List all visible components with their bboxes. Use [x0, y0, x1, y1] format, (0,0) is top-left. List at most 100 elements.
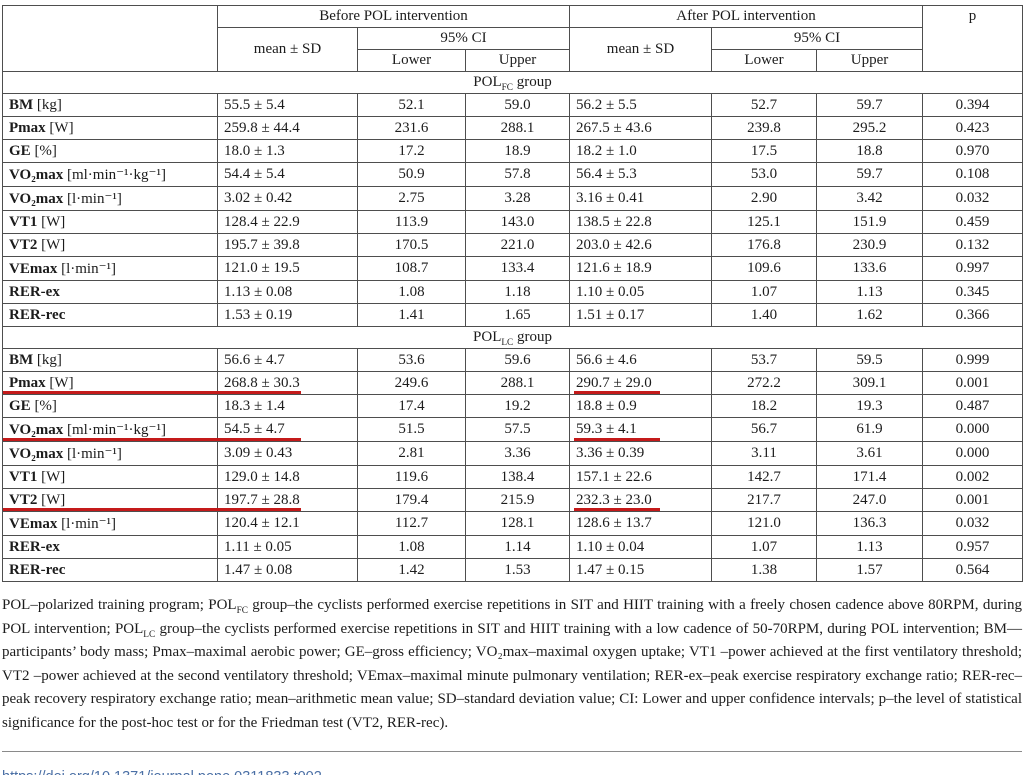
cell-ci-upper-before: 215.9: [465, 488, 570, 512]
row-label: VT2 [W]: [2, 488, 302, 512]
row-label: Pmax [W]: [2, 116, 218, 140]
cell-mean-sd-before: 55.5 ± 5.4: [217, 93, 358, 117]
row-label: VO₂max [l·min⁻¹]: [2, 186, 218, 211]
cell-mean-sd-after: 157.1 ± 22.6: [569, 465, 712, 489]
cell-ci-upper-before: 57.8: [465, 162, 570, 187]
cell-ci-upper-before: 1.53: [465, 558, 570, 582]
table-row: VEmax [l·min⁻¹] 121.0 ± 19.5 108.7 133.4 121…: [2, 256, 1024, 281]
cell-ci-upper-after: 1.62: [815, 303, 924, 327]
cell-mean-sd-before: 259.8 ± 44.4: [217, 116, 358, 140]
cell-mean-sd-before: 3.02 ± 0.42: [217, 186, 358, 211]
cell-p-value: 0.366: [922, 303, 1024, 327]
cell-mean-sd-after: 232.3 ± 23.0: [569, 488, 712, 512]
cell-p-value: 0.032: [922, 186, 1024, 211]
cell-ci-lower-before: 53.6: [357, 348, 466, 372]
cell-ci-upper-before: 1.65: [465, 303, 570, 327]
row-label: RER-ex: [2, 280, 218, 304]
group-title: POLFC group: [1, 71, 1024, 94]
cell-ci-lower-before: 179.4: [357, 488, 466, 512]
cell-mean-sd-after: 59.3 ± 4.1: [569, 417, 712, 442]
cell-p-value: 0.997: [922, 256, 1024, 281]
cell-p-value: 0.001: [922, 371, 1024, 395]
doi-link[interactable]: https://doi.org/10.1371/journal.pone.031…: [2, 769, 322, 775]
cell-p-value: 0.957: [922, 535, 1024, 559]
header-p: p: [922, 5, 1024, 72]
cell-ci-upper-after: 59.7: [815, 93, 924, 117]
cell-ci-upper-after: 151.9: [815, 210, 924, 234]
table-row: GE [%] 18.3 ± 1.4 17.4 19.2 18.8 ± 0.9 18.2 19…: [2, 394, 1024, 418]
cell-mean-sd-after: 3.16 ± 0.41: [569, 186, 712, 211]
cell-mean-sd-after: 290.7 ± 29.0: [569, 371, 712, 395]
cell-ci-lower-after: 17.5: [711, 139, 817, 163]
cell-mean-sd-before: 121.0 ± 19.5: [217, 256, 358, 281]
cell-mean-sd-after: 56.6 ± 4.6: [569, 348, 712, 372]
header-lower-after: Lower: [711, 49, 817, 72]
row-label: RER-rec: [2, 303, 218, 327]
row-label: VO₂max [ml·min⁻¹·kg⁻¹]: [2, 162, 218, 187]
cell-ci-lower-before: 50.9: [357, 162, 466, 187]
cell-ci-lower-after: 1.38: [711, 558, 817, 582]
row-label: RER-ex: [2, 535, 218, 559]
row-label: GE [%]: [2, 139, 218, 163]
header-mean-sd-after: mean ± SD: [569, 27, 712, 72]
cell-ci-lower-before: 119.6: [357, 465, 466, 489]
cell-ci-lower-before: 51.5: [357, 417, 466, 442]
group-header-row: POLLC group: [1, 326, 1024, 349]
row-label: VEmax [l·min⁻¹]: [2, 511, 218, 536]
row-label: VT2 [W]: [2, 233, 218, 257]
row-label: RER-rec: [2, 558, 218, 582]
cell-ci-lower-before: 1.41: [357, 303, 466, 327]
cell-ci-upper-after: 136.3: [815, 511, 924, 536]
cell-ci-upper-after: 19.3: [815, 394, 924, 418]
cell-mean-sd-after: 1.10 ± 0.04: [569, 535, 712, 559]
cell-ci-lower-after: 121.0: [711, 511, 817, 536]
table-row: Pmax [W] 268.8 ± 30.3 249.6 288.1 290.7 ± 29…: [2, 371, 1024, 395]
table-row: VT1 [W] 128.4 ± 22.9 113.9 143.0 138.5 ± 22.…: [2, 210, 1024, 234]
cell-ci-upper-before: 1.14: [465, 535, 570, 559]
footer-divider: [2, 750, 1022, 752]
cell-p-value: 0.032: [922, 511, 1024, 536]
cell-ci-upper-before: 1.18: [465, 280, 570, 304]
cell-mean-sd-after: 1.51 ± 0.17: [569, 303, 712, 327]
cell-mean-sd-before: 129.0 ± 14.8: [217, 465, 358, 489]
cell-p-value: 0.001: [922, 488, 1024, 512]
table-row: BM [kg] 56.6 ± 4.7 53.6 59.6 56.6 ± 4.6 53.7 5…: [2, 348, 1024, 372]
cell-mean-sd-before: 3.09 ± 0.43: [217, 441, 358, 466]
header-lower-before: Lower: [357, 49, 466, 72]
cell-mean-sd-after: 1.47 ± 0.15: [569, 558, 712, 582]
cell-ci-lower-before: 170.5: [357, 233, 466, 257]
row-label: VO₂max [l·min⁻¹]: [2, 441, 218, 466]
cell-ci-upper-before: 143.0: [465, 210, 570, 234]
table-row: RER-ex 1.11 ± 0.05 1.08 1.14 1.10 ± 0.04 1.07…: [2, 535, 1024, 559]
cell-ci-lower-after: 1.07: [711, 535, 817, 559]
cell-p-value: 0.394: [922, 93, 1024, 117]
cell-ci-lower-after: 18.2: [711, 394, 817, 418]
header-mean-sd-before: mean ± SD: [217, 27, 358, 72]
cell-mean-sd-before: 128.4 ± 22.9: [217, 210, 358, 234]
cell-mean-sd-before: 1.47 ± 0.08: [217, 558, 358, 582]
cell-ci-upper-after: 61.9: [815, 417, 924, 442]
cell-ci-lower-after: 56.7: [711, 417, 817, 442]
cell-ci-lower-before: 17.2: [357, 139, 466, 163]
cell-ci-upper-before: 133.4: [465, 256, 570, 281]
cell-ci-lower-after: 125.1: [711, 210, 817, 234]
cell-mean-sd-before: 18.0 ± 1.3: [217, 139, 358, 163]
table-row: Pmax [W] 259.8 ± 44.4 231.6 288.1 267.5 ± 43…: [2, 116, 1024, 140]
cell-ci-upper-before: 221.0: [465, 233, 570, 257]
row-label: Pmax [W]: [2, 371, 302, 395]
cell-ci-upper-after: 18.8: [815, 139, 924, 163]
cell-ci-upper-before: 59.6: [465, 348, 570, 372]
cell-p-value: 0.000: [922, 441, 1024, 466]
cell-ci-upper-after: 59.7: [815, 162, 924, 187]
cell-ci-lower-after: 217.7: [711, 488, 817, 512]
table-row: VO₂max [ml·min⁻¹·kg⁻¹] 54.4 ± 5.4 50.9 57.8…: [2, 162, 1024, 187]
header-row-3: Lower Upper Lower Upper: [3, 49, 1023, 72]
cell-mean-sd-before: 1.53 ± 0.19: [217, 303, 358, 327]
row-label: BM [kg]: [2, 93, 218, 117]
row-label: GE [%]: [2, 394, 218, 418]
header-row-1: Before POL intervention After POL interv…: [2, 5, 1024, 72]
cell-ci-upper-before: 288.1: [465, 116, 570, 140]
header-ci-after: 95% CI: [710, 27, 924, 50]
cell-p-value: 0.487: [922, 394, 1024, 418]
table-row: GE [%] 18.0 ± 1.3 17.2 18.9 18.2 ± 1.0 17.5 18…: [2, 139, 1024, 163]
